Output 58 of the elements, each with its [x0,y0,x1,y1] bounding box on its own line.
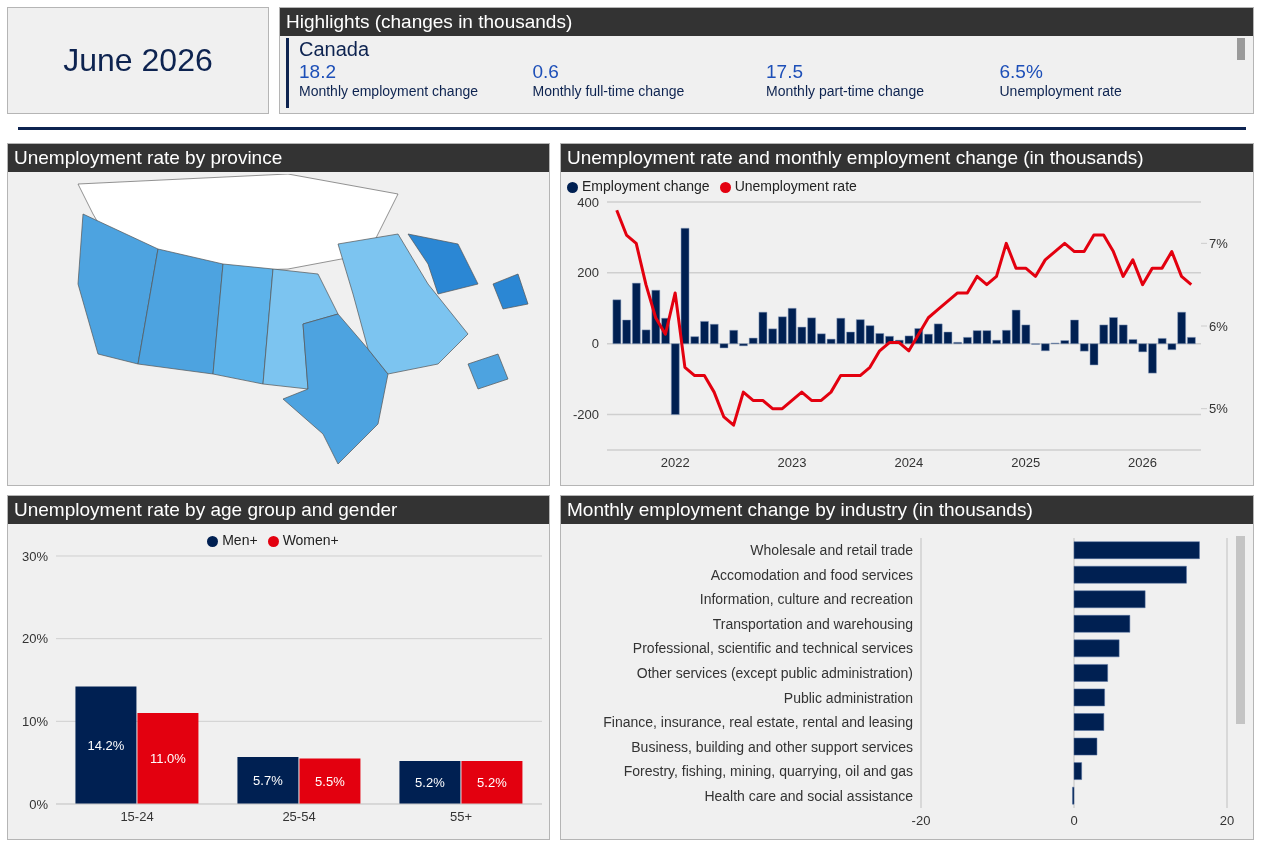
y2-tick-label: 7% [1209,235,1229,251]
y-tick-label: -200 [572,407,599,423]
y-tick-label: Public administration [783,689,913,706]
y-tick-label: Business, building and other support services [631,738,913,755]
y-tick-label: 30% [21,548,49,564]
y-tick-label: Health care and social assistance [704,787,914,804]
x-tick-label: 25-54 [282,809,316,825]
y-tick-label: Finance, insurance, real estate, rental and leasing [603,714,913,731]
text: Monthly employment change [299,83,479,99]
data-label: 5.2% [415,775,446,791]
y-tick-label: 10% [21,713,49,729]
text: Unemployment rate [999,83,1123,99]
data-label: 5.2% [477,775,508,791]
data-label: 11.0% [149,751,187,767]
y-tick-label: 0% [29,796,49,812]
y2-tick-label: 6% [1209,318,1229,334]
y-tick-label: 200 [577,265,599,281]
text: 6.5% [999,61,1044,83]
y-tick-label: 0 [591,336,599,352]
x-tick-label: 2025 [1011,455,1041,471]
y-tick-label: 400 [577,194,599,210]
x-tick-label: 55+ [449,809,473,825]
text: Highlights (changes in thousands) [280,8,1253,36]
text: 0.6 [532,61,560,83]
x-tick-label: 20 [1219,813,1235,829]
text: Canada [299,38,371,61]
y-tick-label: Professional, scientific and technical services [632,640,913,657]
x-tick-label: 0 [1070,813,1078,829]
x-tick-label: 2024 [894,455,924,471]
legend-label: Unemployment rate [734,178,857,194]
text: Unemployment rate by province [8,144,549,172]
data-label: 14.2% [87,737,125,753]
y-tick-label: 20% [21,631,49,647]
x-tick-label: -20 [911,813,931,829]
y-tick-label: Other services (except public administration) [636,664,913,681]
chart-title: Unemployment rate and monthly employment change (in thousands) [561,144,1253,172]
y-tick-label: Transportation and warehousing [712,615,913,632]
y2-tick-label: 5% [1209,401,1229,417]
legend-label: Women+ [282,532,339,548]
data-label: 5.7% [253,772,284,788]
legend-label: Employment change [582,178,710,194]
y-tick-label: Information, culture and recreation [699,591,913,608]
chart-title: Monthly employment change by industry (in thousands) [561,496,1253,524]
text: 17.5 [766,61,804,83]
y-tick-label: Wholesale and retail trade [750,542,914,559]
legend-label: Men+ [222,532,258,548]
y-tick-label: Accomodation and food services [710,566,913,583]
y-tick-label: Forestry, fishing, mining, quarrying, oil and gas [623,763,913,780]
chart-title: Unemployment rate by age group and gender [8,496,549,524]
text: Monthly part-time change [766,83,925,99]
data-label: 5.5% [315,773,346,789]
x-tick-label: 2022 [660,455,690,471]
text: June 2026 [8,8,268,113]
x-tick-label: 2026 [1128,455,1158,471]
x-tick-label: 2023 [777,455,807,471]
x-tick-label: 15-24 [120,809,154,825]
text: Monthly full-time change [532,83,686,99]
text: 18.2 [299,61,337,83]
